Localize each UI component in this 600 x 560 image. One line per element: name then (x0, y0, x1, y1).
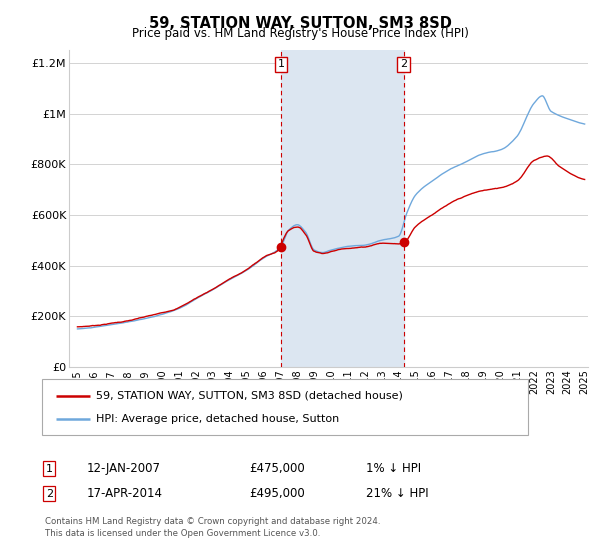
Text: 2: 2 (400, 59, 407, 69)
Text: 17-APR-2014: 17-APR-2014 (87, 487, 163, 501)
Text: This data is licensed under the Open Government Licence v3.0.: This data is licensed under the Open Gov… (45, 529, 320, 538)
Text: £495,000: £495,000 (249, 487, 305, 501)
Text: 1% ↓ HPI: 1% ↓ HPI (366, 462, 421, 475)
Text: 59, STATION WAY, SUTTON, SM3 8SD (detached house): 59, STATION WAY, SUTTON, SM3 8SD (detach… (96, 390, 403, 400)
Text: £475,000: £475,000 (249, 462, 305, 475)
Text: 59, STATION WAY, SUTTON, SM3 8SD: 59, STATION WAY, SUTTON, SM3 8SD (149, 16, 451, 31)
Text: Price paid vs. HM Land Registry's House Price Index (HPI): Price paid vs. HM Land Registry's House … (131, 27, 469, 40)
Text: 12-JAN-2007: 12-JAN-2007 (87, 462, 161, 475)
Text: 2: 2 (46, 489, 53, 499)
Text: 21% ↓ HPI: 21% ↓ HPI (366, 487, 428, 501)
Text: 1: 1 (277, 59, 284, 69)
Text: HPI: Average price, detached house, Sutton: HPI: Average price, detached house, Sutt… (96, 414, 339, 424)
Bar (281, 50, 404, 367)
Text: 1: 1 (46, 464, 53, 474)
Text: Contains HM Land Registry data © Crown copyright and database right 2024.: Contains HM Land Registry data © Crown c… (45, 517, 380, 526)
